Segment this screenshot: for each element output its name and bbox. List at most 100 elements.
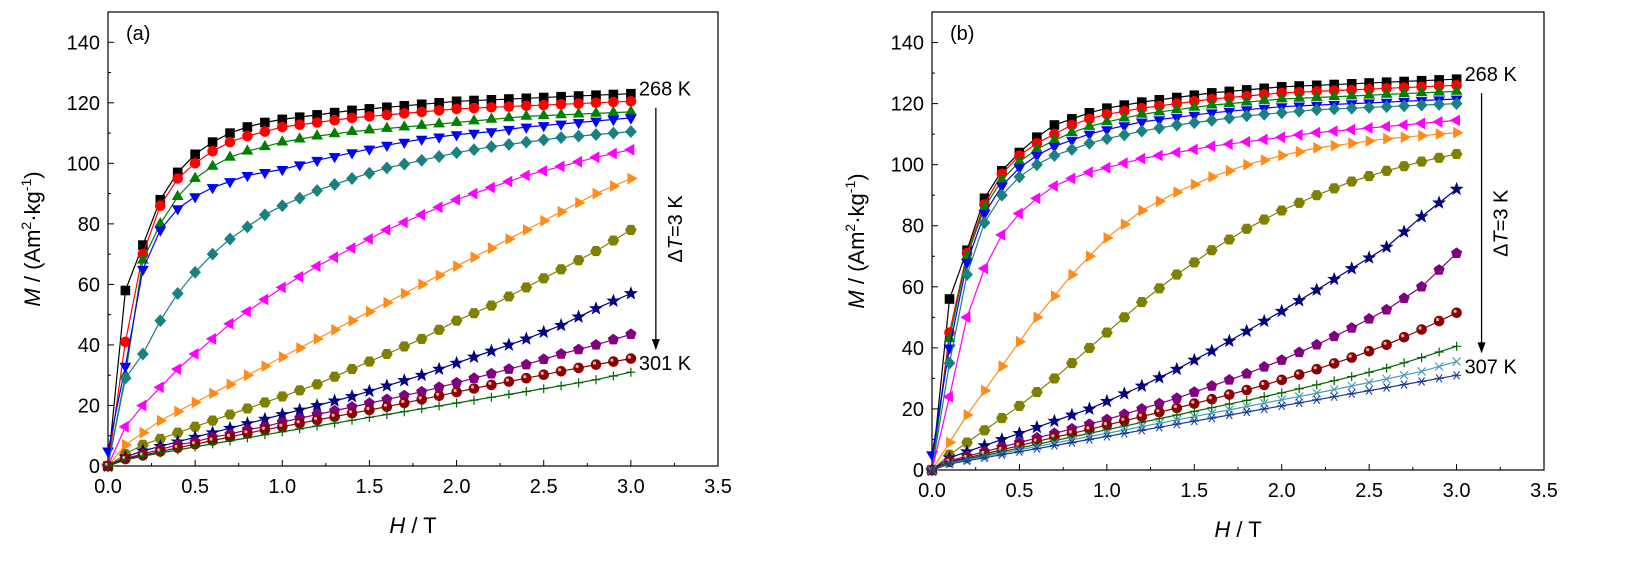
panel-b-series-10-point: [1153, 397, 1165, 409]
panel-b-series-7-point: [998, 360, 1009, 373]
panel-b-series-7-point: [1173, 186, 1184, 198]
panel-b-y-tick-label: 20: [902, 399, 924, 421]
panel-b-series-14-point: [1382, 383, 1392, 392]
panel-b-series-3-point: [1275, 92, 1288, 103]
panel-b-series-3-point: [1258, 93, 1271, 104]
panel-b-x-tick-label: 0.5: [1006, 480, 1034, 502]
panel-a-series-4: [102, 114, 637, 458]
panel-b-series-9-point: [1012, 426, 1027, 440]
panel-a-series-1: [103, 88, 636, 471]
panel-b-series-12-point: [1032, 439, 1042, 449]
panel-b-series-3-point: [1188, 100, 1201, 111]
panel-b-series-13-point: [1382, 374, 1392, 384]
panel-a-series-1-point: [207, 137, 218, 147]
panel-b-x-tick-label: 1.5: [1180, 480, 1208, 502]
panel-b-series-14-point: [1154, 422, 1164, 432]
panel-a-series-2-point: [433, 105, 445, 116]
panel-a-y-tick-label: 60: [78, 274, 100, 296]
panel-a-series-4-point: [311, 156, 323, 168]
panel-a-y-tick-label: 40: [78, 335, 100, 357]
panel-a-series-5-point: [154, 314, 167, 328]
panel-b-series-5-point: [1415, 98, 1428, 112]
panel-b-series-10-point: [1223, 374, 1235, 385]
panel-a-series-8-point: [363, 356, 376, 367]
panel-a-series-3-point: [450, 115, 463, 126]
panel-a-series-3-point: [259, 139, 271, 151]
panel-a-series-8-point: [468, 308, 480, 319]
panel-b-series-14-point: [1277, 401, 1287, 411]
panel-a-series-7-line: [107, 177, 632, 467]
panel-b-series-9-point: [1099, 393, 1114, 408]
panel-a-series-11-point: [608, 356, 619, 367]
panel-a-series-2-point: [573, 98, 584, 109]
panel-a-series-3-point: [485, 112, 498, 123]
panel-b-series-7-point: [1051, 290, 1062, 302]
panel-b-series-5-point: [961, 268, 973, 282]
panel-a-series-3-point: [503, 111, 515, 122]
panel-b-series-9-point: [1222, 333, 1237, 347]
panel-a-series-12-point: [225, 436, 235, 446]
panel-b-series-11-point: [1224, 389, 1235, 400]
panel-a-series-12-point: [452, 398, 462, 408]
panel-b-series-7-point: [1278, 149, 1289, 162]
panel-a-series-7-point: [435, 269, 446, 282]
panel-b-series-5-point: [1293, 104, 1306, 118]
panel-b-series-3-point: [1118, 111, 1131, 122]
panel-a-x-tick-label: 1.5: [356, 476, 384, 498]
panel-b-series-9-point: [1064, 407, 1079, 421]
panel-a-series-12-point: [190, 442, 200, 452]
panel-a-series-5-point: [415, 153, 428, 167]
panel-b-series-11-point: [1276, 374, 1287, 386]
panel-b-series-11-point: [1433, 315, 1445, 327]
panel-b-series-7-point: [1383, 132, 1394, 145]
panel-b-series-6-point: [1170, 146, 1181, 159]
panel-b-series-12-point: [1452, 341, 1462, 351]
panel-a-y-tick-label: 20: [78, 395, 100, 417]
panel-b-series-13: [927, 357, 1462, 475]
panel-a-series-4-point: [433, 133, 445, 144]
panel-b-series-8-point: [1450, 148, 1463, 160]
panel-a-x-tick-label: 0.5: [181, 476, 209, 498]
panel-a-series-7-point: [487, 242, 499, 254]
panel-a-series-5-point: [171, 287, 184, 300]
panel-b-series-12-point: [1417, 353, 1427, 363]
panel-a-series-6-point: [258, 293, 269, 306]
panel-b-series-7-point: [1435, 128, 1446, 140]
panel-b-series-3-point: [1433, 85, 1445, 96]
panel-b-y-tick-label: 60: [902, 277, 924, 299]
panel-b-series-14-point: [1172, 419, 1182, 429]
panel-a-series-11-point: [486, 379, 497, 391]
panel-b-series-6: [925, 114, 1460, 476]
panel-a-series-11-point: [451, 386, 462, 398]
panel-b-series-6-point: [1432, 116, 1443, 128]
panel-a-series-6-point: [397, 216, 408, 229]
panel-a-series-8-point: [607, 235, 620, 246]
panel-a-series-12-point: [312, 421, 322, 431]
panel-b-series-10-point: [1363, 313, 1375, 324]
panel-a-series-12-point: [591, 375, 601, 385]
panel-a-series-8-point: [171, 427, 184, 438]
panel-a-series-4-point: [189, 193, 201, 204]
panel-b-series-14-point: [1119, 429, 1129, 438]
panel-b-series-14-point: [1224, 410, 1234, 420]
panel-b-series-10-point: [1171, 392, 1183, 403]
panel-b-series-6-point: [1274, 131, 1286, 144]
panel-b-series-10-point: [1311, 338, 1323, 350]
panel-a-y-tick-label: 0: [89, 456, 100, 478]
panel-b-series-14-point: [997, 450, 1007, 460]
panel-b-series-9-point: [1134, 378, 1149, 392]
panel-a-series-12-point: [399, 407, 409, 417]
panel-a-series-2-point: [381, 109, 393, 121]
panel-b-series-7-point: [1400, 131, 1411, 144]
panel-a-series-12-point: [556, 381, 566, 391]
panel-a-series-4-point: [119, 362, 132, 373]
panel-b-series-7-point: [1120, 218, 1132, 231]
panel-b-series-8-point: [1380, 165, 1393, 176]
panel-b-series-13-point: [1347, 381, 1357, 391]
panel-b-series-8-point: [1101, 327, 1113, 338]
panel-b-series-4-point: [1083, 130, 1096, 141]
panel-b-series-3-point: [1135, 107, 1148, 118]
panel-b-y-tick-label: 100: [891, 155, 924, 177]
panel-b-series-12-point: [1434, 347, 1444, 357]
